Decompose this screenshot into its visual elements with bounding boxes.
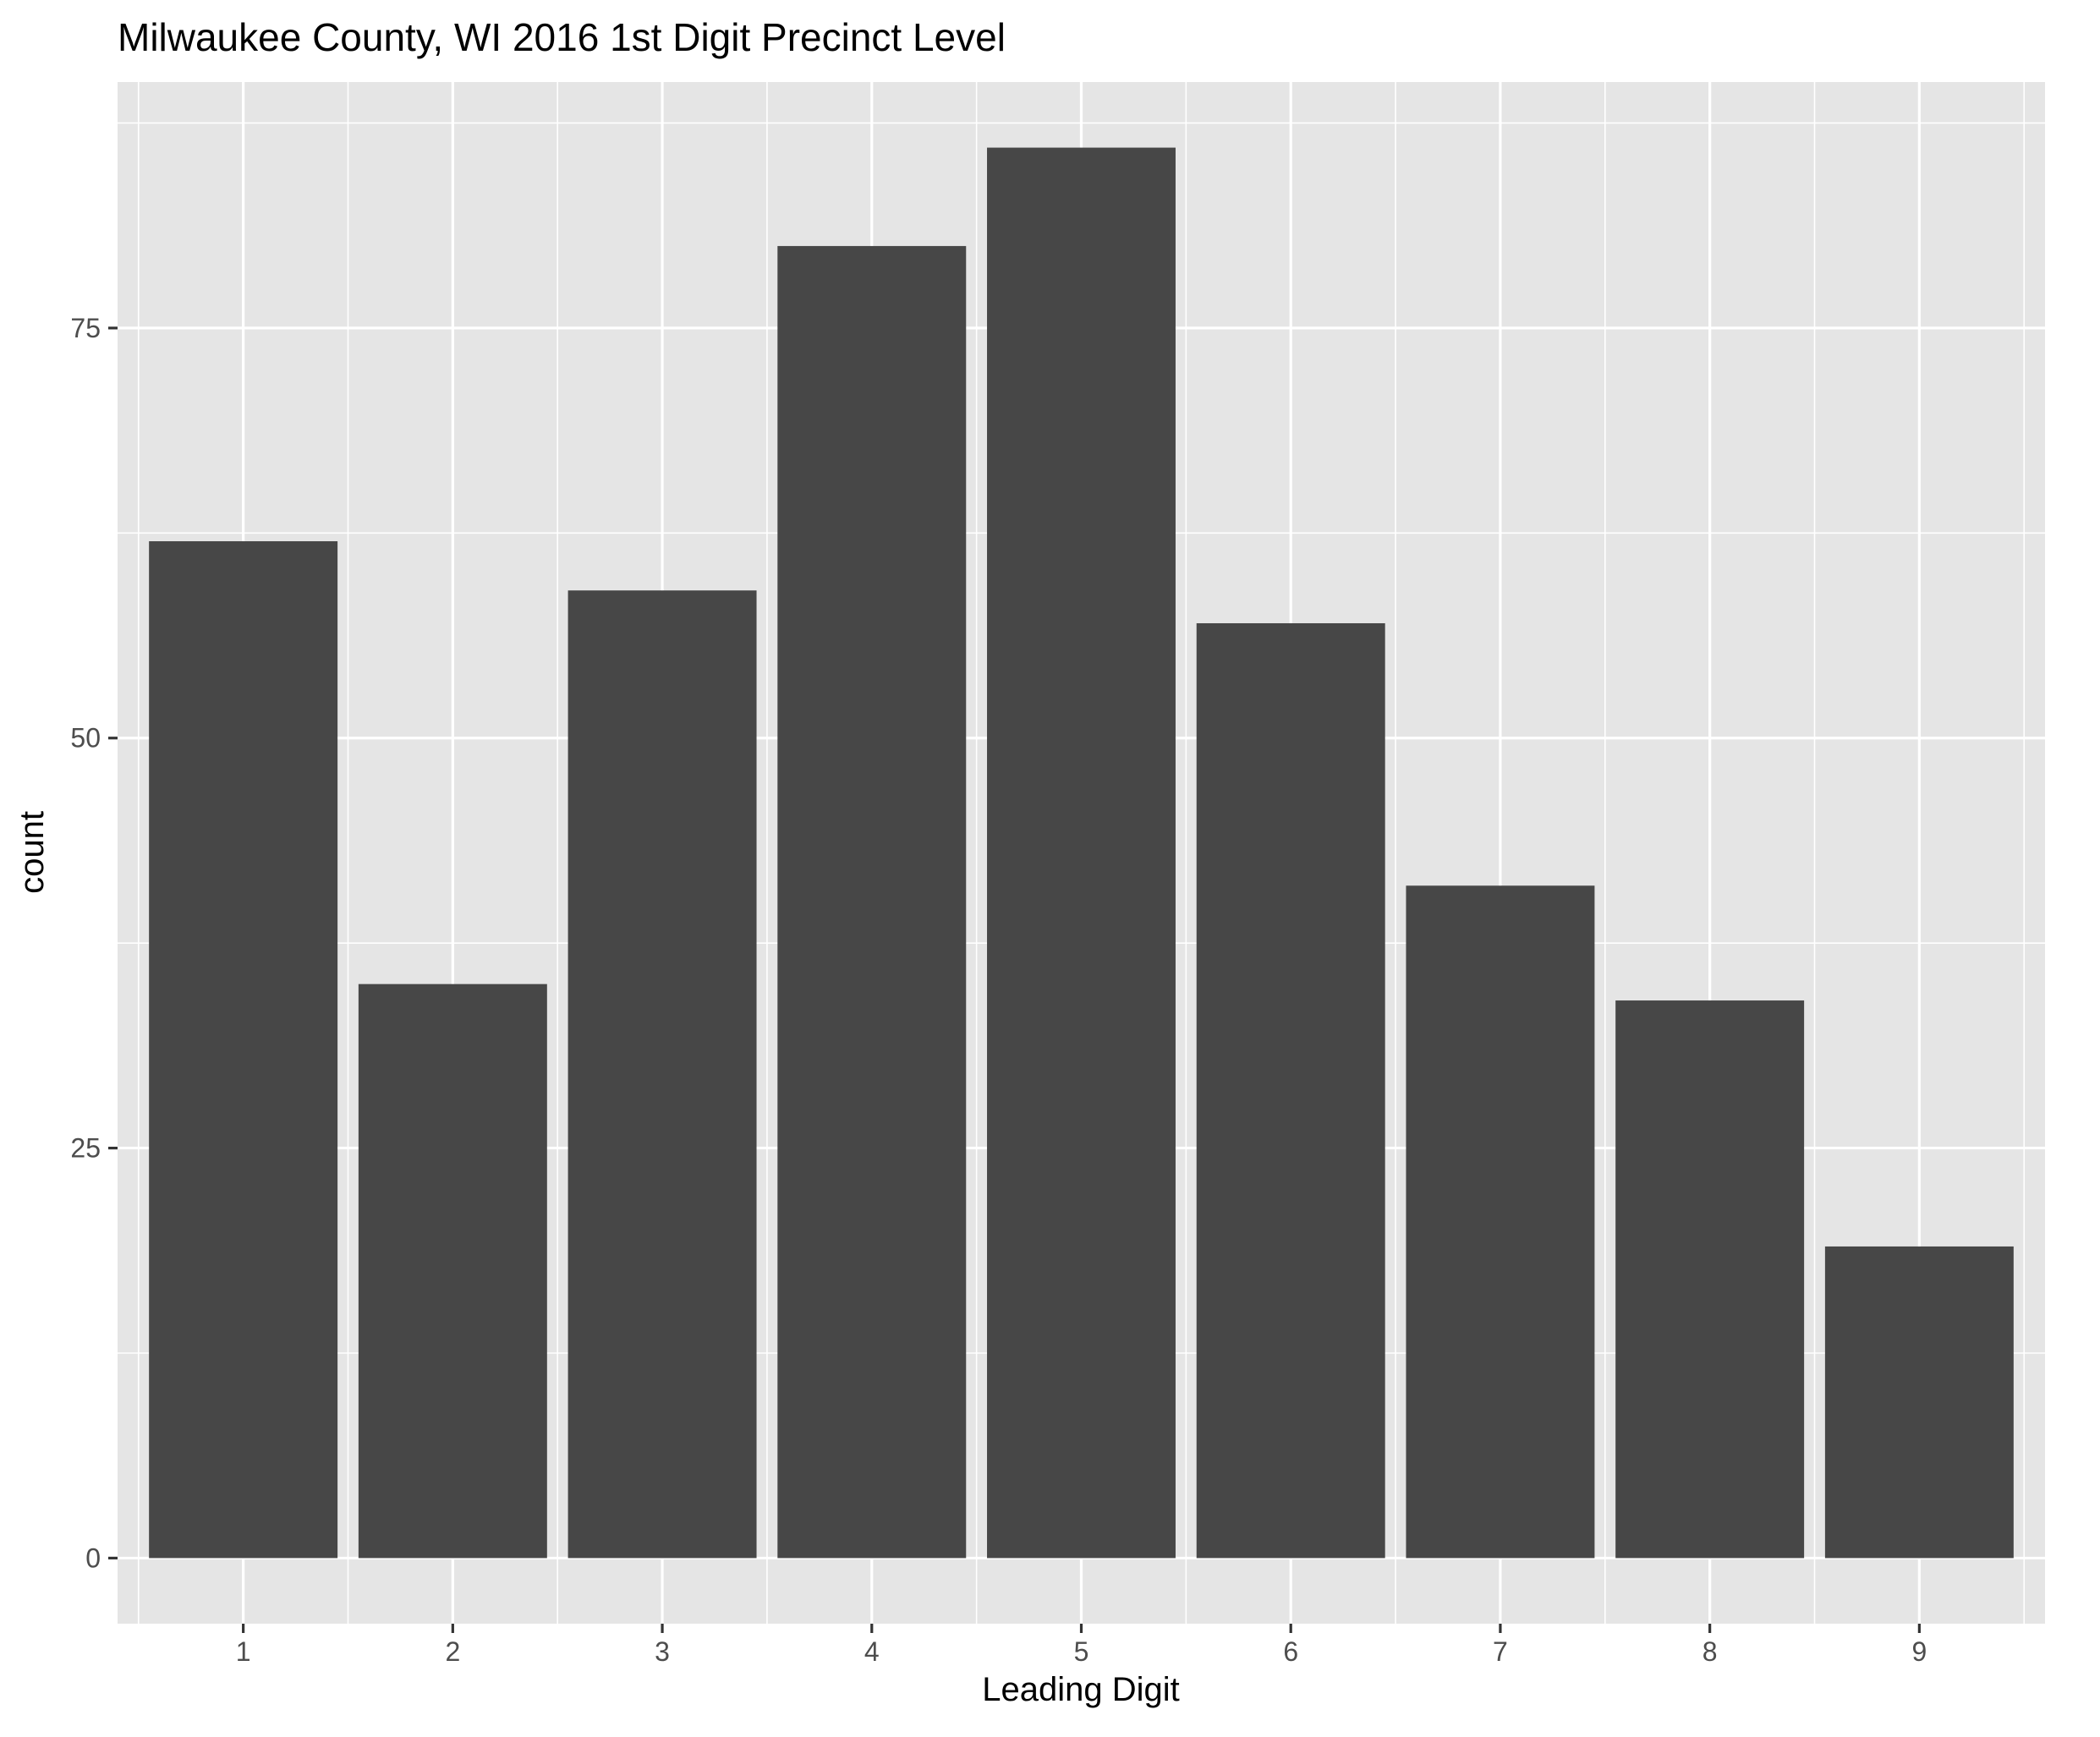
bar-digit-3 <box>567 590 757 1559</box>
x-axis-ticks: 1 2 3 4 5 6 7 8 9 <box>236 1624 1927 1667</box>
y-tick-label: 75 <box>70 313 101 343</box>
bar-digit-4 <box>777 245 967 1559</box>
y-tick-label: 50 <box>70 723 101 753</box>
y-axis-title: count <box>14 811 51 894</box>
bar-digit-1 <box>149 541 338 1559</box>
bar-digit-2 <box>358 984 547 1559</box>
x-tick-label: 5 <box>1074 1636 1089 1667</box>
y-tick-label: 25 <box>70 1133 101 1164</box>
x-tick-label: 4 <box>864 1636 880 1667</box>
bar-digit-8 <box>1615 1000 1805 1559</box>
chart-title: Milwaukee County, WI 2016 1st Digit Prec… <box>118 15 1006 59</box>
bar-digit-9 <box>1824 1246 2014 1559</box>
x-tick-label: 1 <box>236 1636 251 1667</box>
y-axis-ticks: 0 25 50 75 <box>70 313 118 1573</box>
bar-digit-6 <box>1196 622 1385 1559</box>
x-tick-label: 3 <box>655 1636 670 1667</box>
x-tick-label: 8 <box>1702 1636 1718 1667</box>
bar-digit-5 <box>987 147 1176 1559</box>
bars <box>149 147 2014 1559</box>
y-tick-label: 0 <box>85 1542 101 1573</box>
x-tick-label: 9 <box>1911 1636 1927 1667</box>
bar-digit-7 <box>1406 885 1595 1559</box>
x-tick-label: 6 <box>1283 1636 1298 1667</box>
x-axis-title: Leading Digit <box>982 1671 1180 1708</box>
x-tick-label: 7 <box>1493 1636 1508 1667</box>
x-tick-label: 2 <box>445 1636 460 1667</box>
